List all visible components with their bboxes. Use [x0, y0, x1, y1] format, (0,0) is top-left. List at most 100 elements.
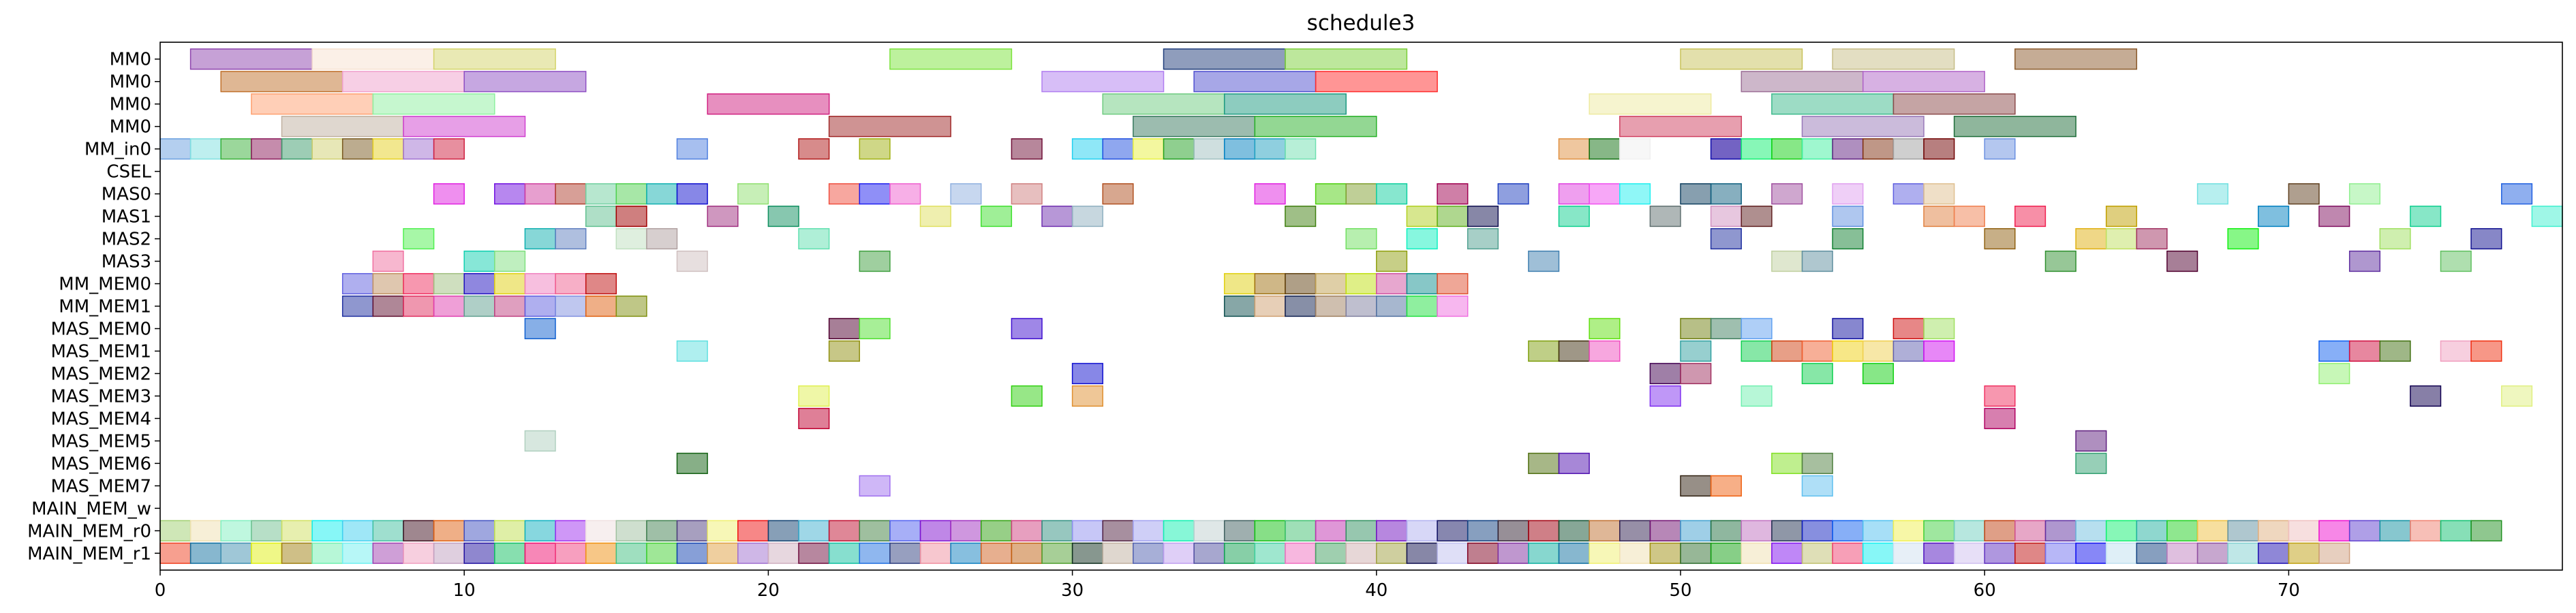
- task-bar: [1133, 138, 1165, 160]
- task-bar: [2348, 340, 2381, 362]
- task-bar: [372, 542, 404, 564]
- task-bar: [1437, 295, 1469, 317]
- task-bar: [707, 542, 739, 564]
- task-bar: [2227, 520, 2259, 541]
- task-bar: [281, 542, 313, 564]
- task-bar: [1589, 520, 1621, 541]
- task-bar: [2348, 183, 2381, 205]
- task-bar: [1376, 250, 1408, 272]
- task-bar: [1892, 93, 2016, 115]
- task-bar: [463, 71, 587, 93]
- task-bar: [159, 520, 191, 541]
- task-bar: [1011, 183, 1043, 205]
- chart-title: schedule3: [1307, 11, 1415, 35]
- task-bar: [1589, 138, 1621, 160]
- task-bar: [859, 475, 891, 497]
- task-bar: [1345, 272, 1377, 295]
- task-bar: [707, 93, 830, 115]
- task-bar: [2166, 542, 2198, 564]
- task-bar: [1406, 542, 1438, 564]
- task-bar: [828, 116, 951, 138]
- task-bar: [2258, 205, 2290, 227]
- task-bar: [494, 295, 526, 317]
- task-bar: [1801, 116, 1925, 138]
- task-bar: [555, 542, 587, 564]
- task-bar: [2014, 542, 2046, 564]
- task-bar: [798, 520, 830, 541]
- task-bar: [524, 430, 556, 452]
- task-bar: [2044, 542, 2076, 564]
- task-bar: [1102, 542, 1134, 564]
- x-tick-label: 50: [1669, 580, 1691, 601]
- task-bar: [646, 520, 678, 541]
- task-bar: [2227, 542, 2259, 564]
- task-bar: [1133, 520, 1165, 541]
- task-bar: [524, 183, 556, 205]
- task-bar: [646, 542, 678, 564]
- task-bar: [403, 116, 526, 138]
- task-bar: [1102, 93, 1225, 115]
- task-bar: [1680, 48, 1803, 70]
- task-bar: [1254, 116, 1377, 138]
- y-tick-label: MAS1: [102, 207, 151, 227]
- task-bar: [2318, 362, 2350, 385]
- task-bar: [2136, 520, 2168, 541]
- y-tick-label: MM_MEM0: [59, 274, 151, 295]
- y-tick-label: MM0: [110, 95, 151, 115]
- task-bar: [220, 71, 343, 93]
- task-bar: [1254, 542, 1286, 564]
- task-bar: [1801, 138, 1833, 160]
- task-bar: [1437, 183, 1469, 205]
- task-bar: [1528, 452, 1560, 474]
- task-bar: [1133, 116, 1256, 138]
- task-bar: [494, 520, 526, 541]
- task-bar: [1771, 520, 1803, 541]
- task-bar: [1619, 520, 1651, 541]
- task-bar: [1528, 250, 1560, 272]
- task-bar: [251, 93, 374, 115]
- task-bar: [859, 250, 891, 272]
- task-bar: [859, 138, 891, 160]
- task-bar: [1223, 520, 1256, 541]
- task-bar: [1892, 138, 1925, 160]
- task-bar: [1315, 295, 1347, 317]
- task-bar: [1832, 205, 1864, 227]
- task-bar: [2075, 227, 2107, 250]
- task-bar: [1254, 520, 1286, 541]
- y-tick-label: MAS0: [102, 185, 151, 205]
- task-bar: [2258, 542, 2290, 564]
- x-tick-label: 0: [155, 580, 166, 601]
- task-bar: [1376, 520, 1408, 541]
- task-bar: [859, 317, 891, 340]
- task-bar: [1741, 138, 1773, 160]
- task-bar: [676, 183, 708, 205]
- task-bar: [1376, 272, 1408, 295]
- y-tick-label: MAS_MEM5: [50, 431, 151, 452]
- task-bar: [1710, 227, 1742, 250]
- task-bar: [615, 227, 647, 250]
- task-bar: [555, 183, 587, 205]
- task-bar: [1680, 475, 1712, 497]
- task-bar: [1680, 362, 1712, 385]
- task-bar: [1923, 317, 1955, 340]
- task-bar: [2075, 520, 2107, 541]
- task-bar: [1892, 542, 1925, 564]
- task-bar: [737, 542, 769, 564]
- task-bar: [555, 295, 587, 317]
- task-bar: [433, 520, 465, 541]
- task-bar: [1254, 272, 1286, 295]
- task-bar: [463, 542, 495, 564]
- task-bar: [1315, 183, 1347, 205]
- task-bar: [494, 542, 526, 564]
- plot-frame: [159, 42, 2563, 571]
- task-bar: [1771, 452, 1803, 474]
- task-bar: [159, 542, 191, 564]
- task-bar: [1376, 295, 1408, 317]
- task-bar: [2501, 385, 2533, 407]
- task-bar: [1011, 385, 1043, 407]
- x-tick-label: 70: [2278, 580, 2300, 601]
- task-bar: [1345, 542, 1377, 564]
- y-tick-label: MAS_MEM7: [50, 476, 151, 497]
- task-bar: [1832, 183, 1864, 205]
- task-bar: [1467, 542, 1499, 564]
